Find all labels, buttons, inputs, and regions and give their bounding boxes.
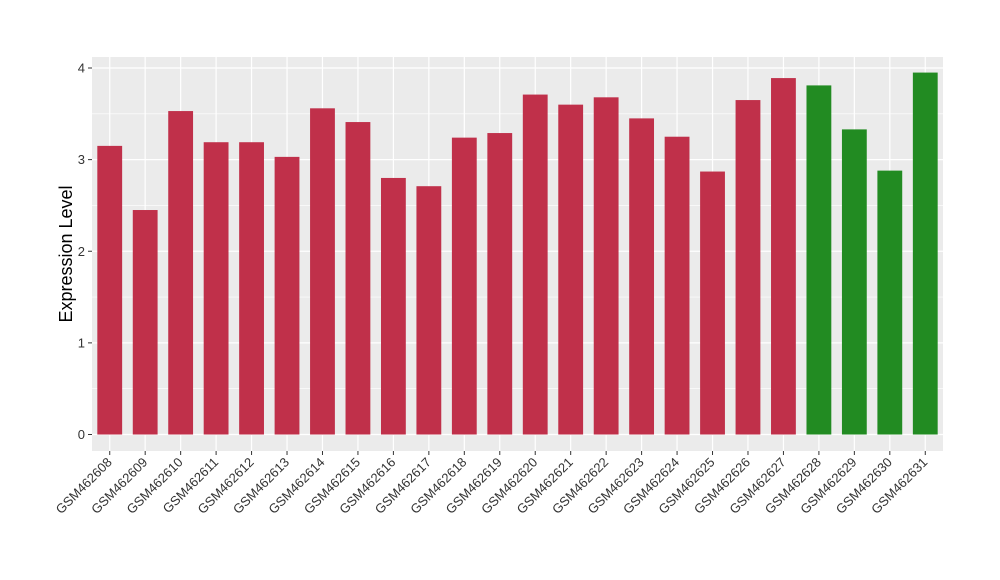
bar xyxy=(558,104,584,435)
bar xyxy=(274,156,300,435)
bar xyxy=(451,137,477,435)
bar xyxy=(877,170,903,435)
bar xyxy=(771,78,796,435)
bar xyxy=(380,177,406,435)
bar xyxy=(168,111,194,435)
bar xyxy=(629,118,655,435)
bar xyxy=(664,136,690,435)
bar xyxy=(841,129,867,435)
bar xyxy=(522,94,548,435)
y-tick-label: 0 xyxy=(78,427,85,442)
grid-minor xyxy=(92,113,943,389)
bar xyxy=(593,97,619,435)
bar xyxy=(487,133,513,435)
bar xyxy=(416,186,442,435)
y-tick-label: 3 xyxy=(78,152,85,167)
bar xyxy=(345,122,371,435)
bar xyxy=(912,72,938,435)
bars xyxy=(97,72,938,435)
x-axis: GSM462608GSM462609GSM462610GSM462611GSM4… xyxy=(53,451,930,517)
bar xyxy=(806,85,832,435)
y-tick-label: 1 xyxy=(78,335,85,350)
plot-panel xyxy=(92,57,943,451)
bar xyxy=(97,145,123,435)
bar xyxy=(132,210,158,435)
y-axis-title: Expression Level xyxy=(56,185,76,322)
y-axis: 0 1 2 3 4 xyxy=(78,60,92,442)
bar xyxy=(239,142,264,435)
y-tick-label: 4 xyxy=(78,60,85,75)
y-tick-label: 2 xyxy=(78,244,85,259)
bar xyxy=(700,171,725,435)
bar xyxy=(203,142,229,435)
bar xyxy=(310,108,335,435)
bar xyxy=(735,100,761,435)
